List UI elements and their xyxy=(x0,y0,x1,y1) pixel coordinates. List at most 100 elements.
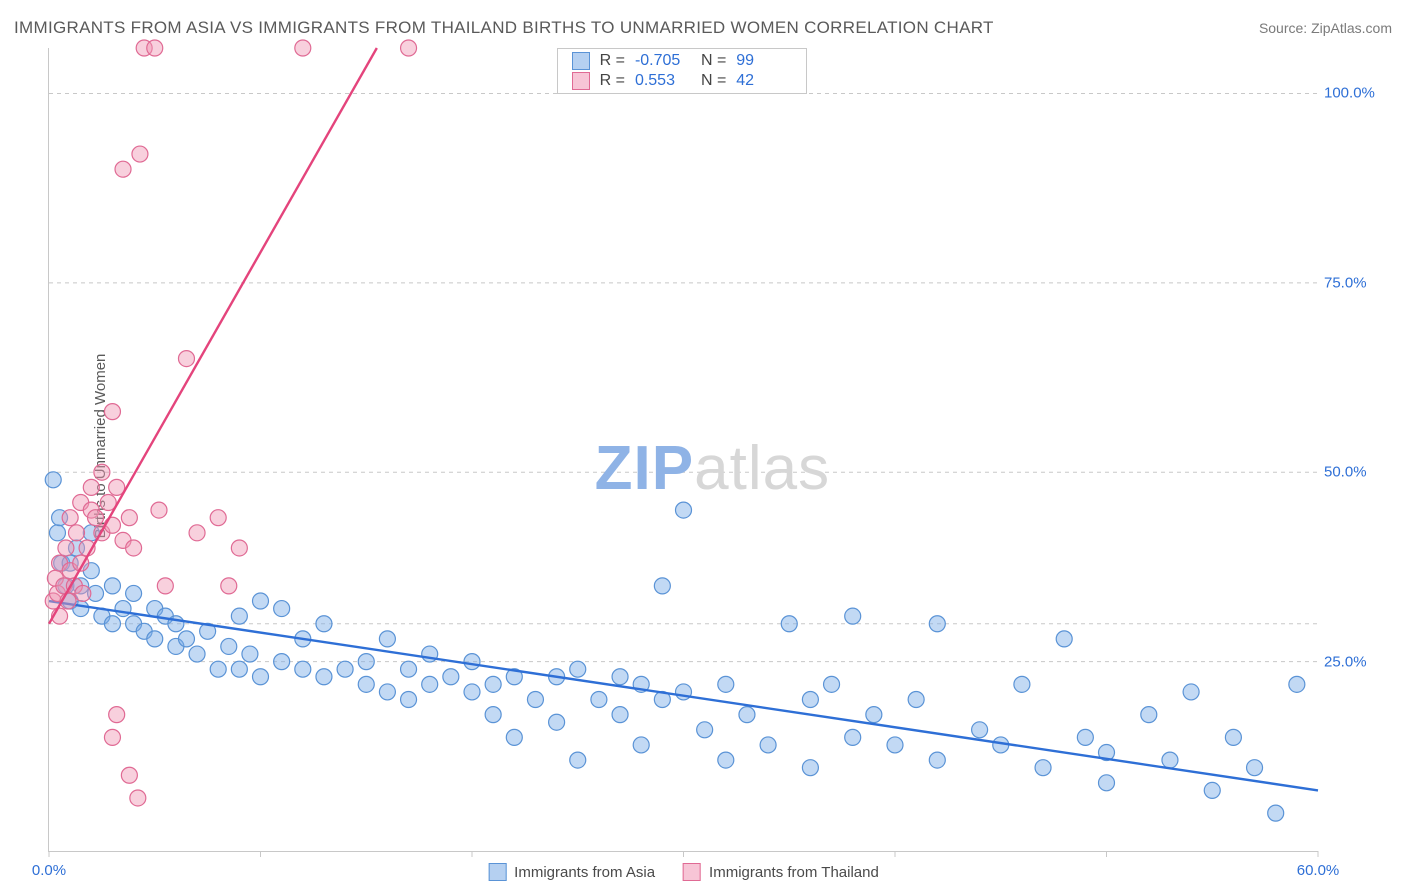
scatter-point-asia xyxy=(49,525,65,541)
stats-r-label: R = xyxy=(600,52,625,70)
scatter-point-asia xyxy=(1035,760,1051,776)
scatter-point-asia xyxy=(1247,760,1263,776)
scatter-point-asia xyxy=(485,707,501,723)
legend-swatch xyxy=(683,863,701,881)
legend-swatch xyxy=(572,52,590,70)
scatter-point-asia xyxy=(115,601,131,617)
scatter-point-asia xyxy=(845,608,861,624)
scatter-point-asia xyxy=(1268,805,1284,821)
scatter-point-asia xyxy=(760,737,776,753)
scatter-point-asia xyxy=(1056,631,1072,647)
scatter-point-asia xyxy=(929,752,945,768)
scatter-point-asia xyxy=(253,669,269,685)
scatter-point-asia xyxy=(147,631,163,647)
scatter-point-thailand xyxy=(126,540,142,556)
stats-n-value: 99 xyxy=(736,52,792,70)
scatter-point-thailand xyxy=(94,464,110,480)
y-tick-label: 100.0% xyxy=(1324,85,1394,102)
scatter-point-asia xyxy=(295,661,311,677)
scatter-point-thailand xyxy=(295,40,311,56)
scatter-point-asia xyxy=(253,593,269,609)
scatter-point-asia xyxy=(379,684,395,700)
scatter-point-asia xyxy=(845,729,861,745)
scatter-point-asia xyxy=(231,661,247,677)
scatter-point-asia xyxy=(274,654,290,670)
scatter-point-asia xyxy=(45,472,61,488)
scatter-point-asia xyxy=(929,616,945,632)
trend-line-asia xyxy=(49,601,1318,790)
scatter-point-asia xyxy=(242,646,258,662)
scatter-point-asia xyxy=(612,669,628,685)
scatter-point-asia xyxy=(126,585,142,601)
scatter-point-thailand xyxy=(147,40,163,56)
stats-row: R =-0.705N =99 xyxy=(558,51,807,71)
scatter-point-asia xyxy=(422,676,438,692)
plot-area: ZIPatlas R =-0.705N =99R =0.553N =42 25.… xyxy=(48,48,1318,852)
chart-title: IMMIGRANTS FROM ASIA VS IMMIGRANTS FROM … xyxy=(14,18,994,38)
scatter-point-thailand xyxy=(62,510,78,526)
scatter-point-asia xyxy=(443,669,459,685)
stats-r-value: -0.705 xyxy=(635,52,691,70)
stats-legend-box: R = -0.705 N = 99R = 0.553 N = 42 xyxy=(557,48,808,94)
scatter-point-thailand xyxy=(109,707,125,723)
stats-r-value: 0.553 xyxy=(635,72,691,90)
scatter-point-asia xyxy=(1289,676,1305,692)
stats-n-label: N = xyxy=(701,72,726,90)
scatter-point-thailand xyxy=(104,404,120,420)
scatter-point-asia xyxy=(1183,684,1199,700)
scatter-point-asia xyxy=(231,608,247,624)
scatter-point-asia xyxy=(401,661,417,677)
stats-n-value: 42 xyxy=(736,72,792,90)
scatter-point-thailand xyxy=(157,578,173,594)
scatter-point-thailand xyxy=(189,525,205,541)
scatter-point-asia xyxy=(1225,729,1241,745)
source-label: Source: ZipAtlas.com xyxy=(1259,20,1392,36)
scatter-point-asia xyxy=(1141,707,1157,723)
scatter-point-asia xyxy=(1204,782,1220,798)
scatter-point-asia xyxy=(908,691,924,707)
legend-label: Immigrants from Asia xyxy=(514,864,655,881)
scatter-point-thailand xyxy=(68,525,84,541)
trend-line-thailand xyxy=(49,48,377,624)
scatter-point-asia xyxy=(633,737,649,753)
scatter-point-thailand xyxy=(83,479,99,495)
scatter-point-asia xyxy=(316,616,332,632)
scatter-point-thailand xyxy=(401,40,417,56)
scatter-point-asia xyxy=(104,578,120,594)
scatter-point-thailand xyxy=(75,585,91,601)
scatter-point-asia xyxy=(591,691,607,707)
bottom-legend-item: Immigrants from Asia xyxy=(488,863,655,881)
scatter-point-asia xyxy=(337,661,353,677)
x-tick-label: 60.0% xyxy=(1297,862,1340,879)
legend-label: Immigrants from Thailand xyxy=(709,864,879,881)
scatter-point-asia xyxy=(739,707,755,723)
scatter-point-asia xyxy=(178,631,194,647)
scatter-point-asia xyxy=(802,760,818,776)
x-tick-label: 0.0% xyxy=(32,862,66,879)
title-bar: IMMIGRANTS FROM ASIA VS IMMIGRANTS FROM … xyxy=(14,18,1392,38)
scatter-point-thailand xyxy=(58,540,74,556)
scatter-point-asia xyxy=(654,578,670,594)
scatter-point-asia xyxy=(676,502,692,518)
scatter-point-thailand xyxy=(88,510,104,526)
scatter-point-thailand xyxy=(231,540,247,556)
scatter-point-asia xyxy=(189,646,205,662)
scatter-point-asia xyxy=(104,616,120,632)
legend-swatch xyxy=(572,72,590,90)
scatter-point-thailand xyxy=(104,517,120,533)
scatter-point-asia xyxy=(549,714,565,730)
scatter-point-thailand xyxy=(151,502,167,518)
stats-r-label: R = xyxy=(600,72,625,90)
stats-row: R = 0.553 N = 42 xyxy=(558,71,807,91)
scatter-point-thailand xyxy=(132,146,148,162)
scatter-point-asia xyxy=(887,737,903,753)
scatter-point-asia xyxy=(1077,729,1093,745)
scatter-point-asia xyxy=(697,722,713,738)
y-tick-label: 75.0% xyxy=(1324,274,1394,291)
y-tick-label: 50.0% xyxy=(1324,464,1394,481)
scatter-point-asia xyxy=(718,676,734,692)
scatter-point-asia xyxy=(570,752,586,768)
scatter-point-asia xyxy=(316,669,332,685)
scatter-point-asia xyxy=(379,631,395,647)
scatter-point-asia xyxy=(506,729,522,745)
